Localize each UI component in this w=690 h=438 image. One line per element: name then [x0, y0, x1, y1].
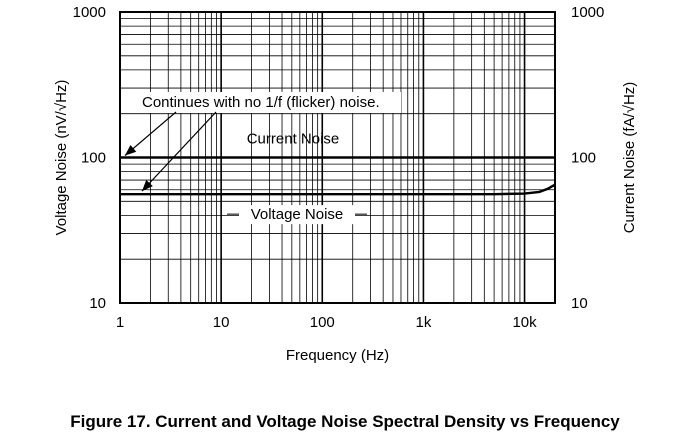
series-label-voltage-noise: Voltage Noise	[251, 206, 344, 223]
series-layer	[120, 156, 556, 196]
annotation-arrow-voltage	[141, 111, 217, 192]
y-tick-label-right: 100	[571, 150, 596, 167]
y-tick-label-left: 1000	[73, 4, 106, 21]
x-tick-label: 100	[310, 314, 335, 331]
annotation-arrow-current-head	[125, 144, 137, 156]
y-axis-label-right: Current Noise (fA/√Hz)	[621, 82, 638, 234]
y-tick-label-left: 100	[81, 150, 106, 167]
series-label-current-noise: Current Noise	[247, 131, 340, 148]
x-axis-label: Frequency (Hz)	[286, 347, 389, 364]
y-tick-label-right: 10	[571, 295, 588, 312]
figure-caption: Figure 17. Current and Voltage Noise Spe…	[70, 412, 620, 431]
x-tick-label: 10	[213, 314, 230, 331]
y-tick-label-left: 10	[89, 295, 106, 312]
x-tick-label: 1k	[415, 314, 431, 331]
annotation-arrow-current	[124, 111, 177, 156]
annotation-arrow-voltage-head	[142, 180, 153, 192]
ticks-layer: 1 10 100 1k 10k 10 100 1000 10 100 1000	[73, 4, 605, 331]
voltage-label-background	[239, 205, 355, 225]
x-tick-label: 10k	[512, 314, 537, 331]
y-axis-label-left: Voltage Noise (nV/√Hz)	[53, 80, 70, 236]
series-voltage-noise-line	[120, 183, 556, 196]
annotation-text: Continues with no 1/f (flicker) noise.	[142, 94, 380, 111]
annotation-layer: Current Noise Voltage Noise Continues with…	[124, 92, 401, 225]
y-tick-label-right: 1000	[571, 4, 604, 21]
x-tick-label: 1	[116, 314, 124, 331]
annotation-background	[139, 92, 401, 113]
